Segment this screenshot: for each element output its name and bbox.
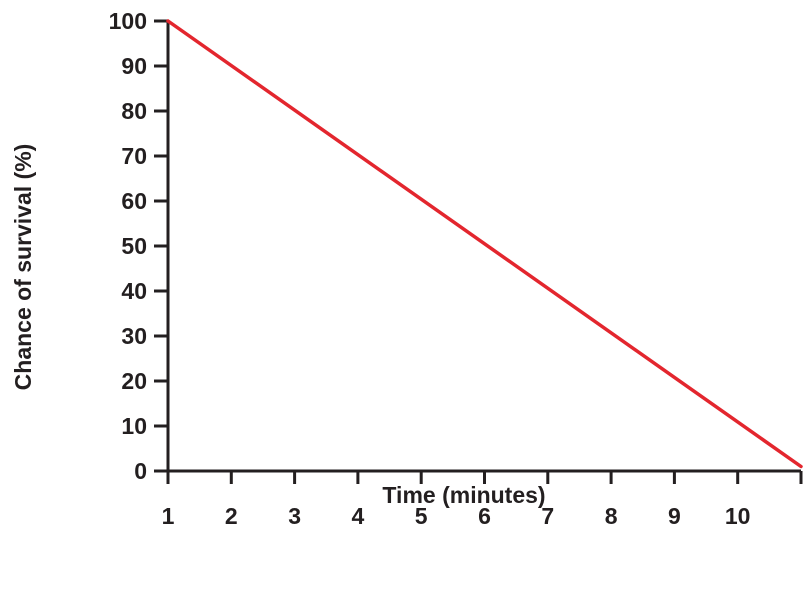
series-line <box>166 19 803 469</box>
x-tick-label: 3 <box>288 503 301 529</box>
y-tick-label: 70 <box>121 143 147 169</box>
y-tick-label: 100 <box>109 8 147 34</box>
x-tick-label: 9 <box>668 503 681 529</box>
y-tick-label: 0 <box>134 458 147 484</box>
x-tick-label: 7 <box>541 503 554 529</box>
x-tick-label: 6 <box>478 503 491 529</box>
x-tick-label: 10 <box>725 503 751 529</box>
y-tick-label: 30 <box>121 323 147 349</box>
x-axis-ticks: 1 2 3 4 5 6 7 8 9 10 <box>162 471 803 529</box>
y-tick-label: 90 <box>121 53 147 79</box>
x-tick-label: 8 <box>605 503 618 529</box>
x-tick-label: 4 <box>352 503 365 529</box>
y-tick-label: 40 <box>121 278 147 304</box>
series-layer <box>166 19 803 469</box>
x-tick-label: 2 <box>225 503 238 529</box>
x-axis-title: Time (minutes) <box>382 482 545 508</box>
y-axis-ticks: 0 10 20 30 40 50 60 70 80 90 100 <box>109 8 168 484</box>
x-tick-label: 1 <box>162 503 175 529</box>
y-tick-label: 80 <box>121 98 147 124</box>
x-tick-label: 5 <box>415 503 428 529</box>
y-tick-label: 10 <box>121 413 147 439</box>
y-tick-label: 60 <box>121 188 147 214</box>
y-tick-label: 20 <box>121 368 147 394</box>
y-tick-label: 50 <box>121 233 147 259</box>
y-axis-title: Chance of survival (%) <box>10 144 36 391</box>
